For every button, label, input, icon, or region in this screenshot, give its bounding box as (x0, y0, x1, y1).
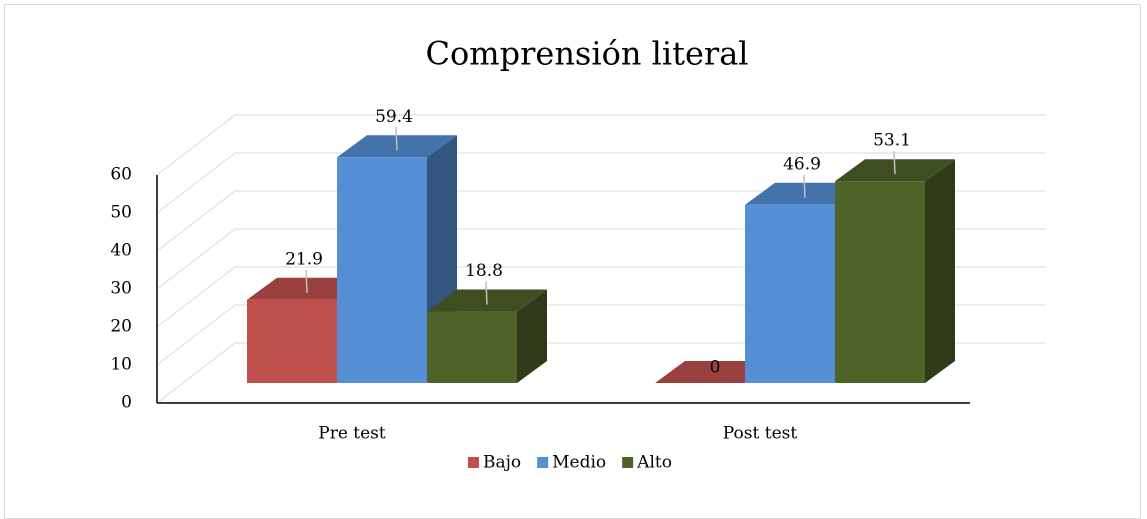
y-tick-label: 10 (110, 355, 132, 375)
bar (835, 159, 955, 383)
bar-front (427, 311, 517, 383)
legend-swatch (622, 457, 634, 468)
data-label: 46.9 (783, 154, 821, 174)
legend-swatch (537, 457, 549, 468)
y-tick-label: 40 (110, 241, 132, 261)
data-label: 18.8 (465, 261, 503, 281)
bar-front (835, 181, 925, 383)
legend-label: Medio (552, 453, 606, 473)
legend-swatch (468, 457, 479, 468)
legend-label: Bajo (483, 453, 521, 473)
bar-side (925, 159, 955, 383)
grid-line (156, 152, 1045, 214)
leader-line (485, 281, 488, 305)
grid-line (156, 114, 1045, 176)
y-tick-label: 30 (110, 279, 132, 299)
data-label: 59.4 (375, 107, 413, 127)
bar-front (337, 157, 427, 383)
chart-frame (4, 4, 1141, 519)
y-tick-label: 20 (110, 317, 132, 337)
bar-front (247, 299, 337, 383)
y-tick-label: 50 (110, 203, 132, 223)
data-label: 0 (710, 358, 721, 378)
bar-front (745, 204, 835, 383)
leader-line (803, 174, 806, 198)
x-tick-label: Post test (723, 424, 798, 444)
legend-label: Alto (636, 453, 672, 473)
x-tick-label: Pre test (318, 424, 386, 444)
y-tick-label: 0 (121, 393, 132, 413)
bar (427, 289, 547, 383)
y-tick-label: 60 (110, 165, 132, 185)
leader-line (305, 269, 308, 293)
leader-line (395, 127, 398, 151)
leader-line (893, 151, 896, 175)
data-label: 21.9 (285, 249, 323, 269)
chart-title: Comprensión literal (426, 35, 749, 73)
bar-side (517, 289, 547, 383)
data-label: 53.1 (873, 131, 911, 151)
